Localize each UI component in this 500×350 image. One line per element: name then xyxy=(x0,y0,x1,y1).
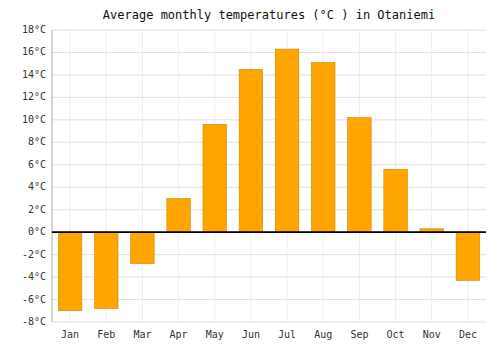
zero-line xyxy=(52,231,486,233)
y-axis-line xyxy=(52,30,53,322)
grid-line-x xyxy=(178,30,179,322)
grid-line-y xyxy=(52,119,486,120)
y-tick-label: 18°C xyxy=(22,24,46,35)
y-tick-label: 6°C xyxy=(28,159,46,170)
chart-svg: -8°C -6°C -4°C -2°C 0°C 2°C 4°C 6°C 8°C 10°C 12°C 1… xyxy=(0,0,500,350)
y-axis: -8°C -6°C -4°C -2°C 0°C 2°C 4°C 6°C 8°C 10°C 12°C 1… xyxy=(22,24,52,327)
y-tick-label: 12°C xyxy=(22,91,46,102)
grid-line-y xyxy=(52,97,486,98)
bar xyxy=(239,69,263,232)
bar xyxy=(384,169,408,232)
y-tick-label: -8°C xyxy=(22,316,46,327)
x-tick-label: Apr xyxy=(170,329,188,340)
chart-container: -8°C -6°C -4°C -2°C 0°C 2°C 4°C 6°C 8°C 10°C 12°C 1… xyxy=(0,0,500,350)
y-tick-label: 14°C xyxy=(22,69,46,80)
y-tick-label: -4°C xyxy=(22,271,46,282)
y-tick-label: 0°C xyxy=(28,226,46,237)
x-tick-label: Jan xyxy=(61,329,79,340)
bar xyxy=(167,198,191,232)
grid xyxy=(52,30,486,322)
bar xyxy=(275,49,299,232)
x-axis: Jan Feb Mar Apr May Jun Jul Aug Sep Oct Nov Dec xyxy=(61,329,477,340)
x-tick-label: Jun xyxy=(242,329,260,340)
bar xyxy=(348,118,372,233)
grid-line-y xyxy=(52,232,486,233)
grid-line-y xyxy=(52,142,486,143)
grid-line-y xyxy=(52,322,486,323)
y-tick-label: 16°C xyxy=(22,46,46,57)
x-tick-label: Feb xyxy=(97,329,115,340)
grid-line-y xyxy=(52,187,486,188)
title: Average monthly temperatures (°C ) in Ot… xyxy=(103,8,435,22)
bar xyxy=(58,232,82,311)
x-tick-label: Sep xyxy=(350,329,368,340)
y-tick-label: 2°C xyxy=(28,204,46,215)
x-tick-label: May xyxy=(206,329,224,340)
grid-line-y xyxy=(52,52,486,53)
x-tick-label: Oct xyxy=(387,329,405,340)
bar xyxy=(311,63,335,233)
x-tick-label: Nov xyxy=(423,329,441,340)
bar xyxy=(94,232,118,308)
x-tick-label: Aug xyxy=(314,329,332,340)
grid-line-y xyxy=(52,209,486,210)
bar xyxy=(456,232,480,280)
bars xyxy=(52,49,486,311)
grid-line-x xyxy=(142,30,143,322)
x-tick-label: Dec xyxy=(459,329,477,340)
y-tick-label: 8°C xyxy=(28,136,46,147)
x-tick-label: Mar xyxy=(133,329,151,340)
bar xyxy=(203,124,227,232)
y-tick-label: 4°C xyxy=(28,181,46,192)
grid-line-x xyxy=(431,30,432,322)
grid-line-y xyxy=(52,30,486,31)
y-tick-label: 10°C xyxy=(22,114,46,125)
x-tick-label: Jul xyxy=(278,329,296,340)
y-tick-label: -2°C xyxy=(22,249,46,260)
y-tick-label: -6°C xyxy=(22,294,46,305)
grid-line-y xyxy=(52,164,486,165)
bar xyxy=(131,232,155,263)
grid-line-y xyxy=(52,74,486,75)
